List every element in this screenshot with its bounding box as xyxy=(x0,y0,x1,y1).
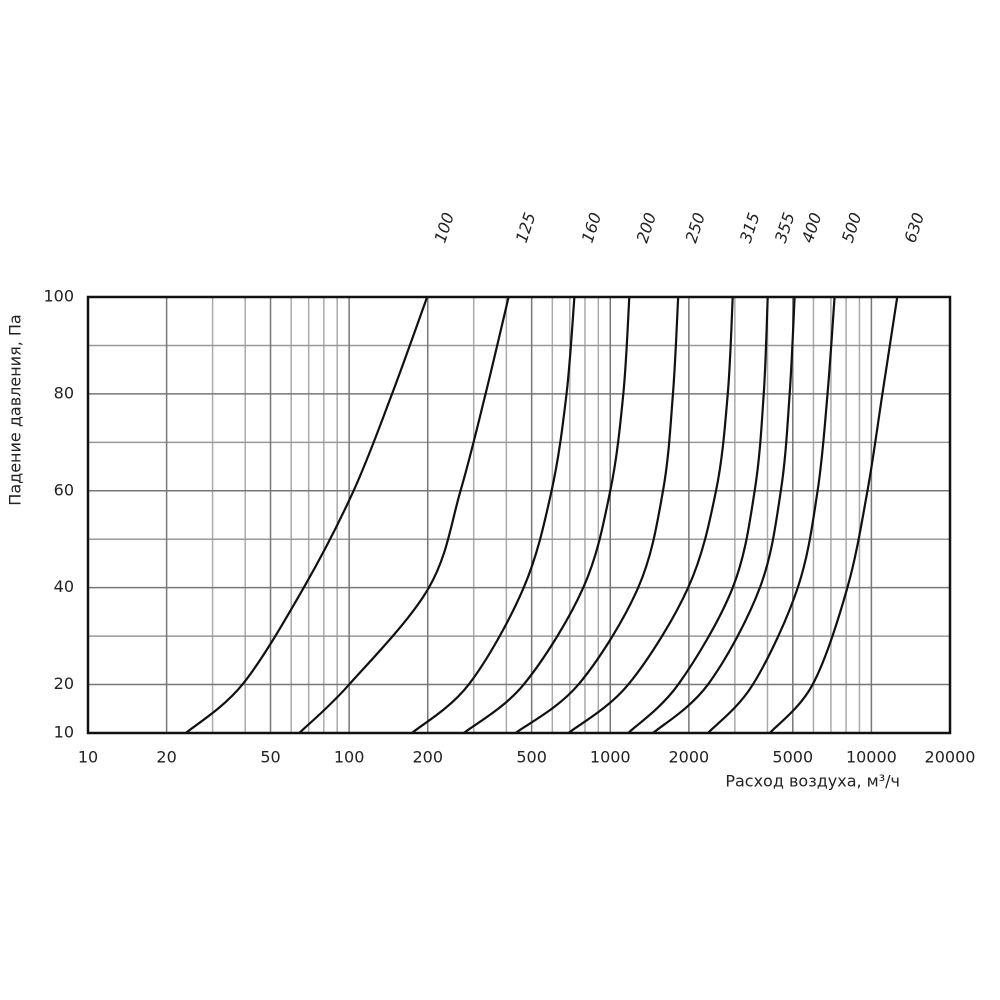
x-axis-label: Расход воздуха, м³/ч xyxy=(725,772,900,791)
curve xyxy=(627,296,769,734)
curve xyxy=(185,296,429,734)
x-tick-label: 20000 xyxy=(925,748,976,767)
series-label: 400 xyxy=(798,210,826,245)
y-tick-label: 100 xyxy=(43,287,74,306)
x-tick-label: 100 xyxy=(334,748,365,767)
series-label: 500 xyxy=(838,210,866,245)
y-tick-label: 80 xyxy=(54,383,74,402)
curve xyxy=(463,296,631,734)
curve xyxy=(298,296,510,734)
y-tick-label: 20 xyxy=(54,674,74,693)
series-label: 125 xyxy=(512,210,540,245)
series-label: 315 xyxy=(736,210,764,245)
x-tick-label: 5000 xyxy=(772,748,813,767)
curve xyxy=(768,296,899,734)
curve xyxy=(411,296,576,734)
curve xyxy=(567,296,734,734)
y-axis-label: Падение давления, Па xyxy=(6,314,25,505)
curve xyxy=(514,296,680,734)
y-tick-label: 40 xyxy=(54,577,74,596)
x-tick-label: 20 xyxy=(156,748,176,767)
series-label: 100 xyxy=(430,210,458,245)
x-tick-label: 2000 xyxy=(669,748,710,767)
x-tick-label: 200 xyxy=(412,748,443,767)
y-tick-label: 10 xyxy=(54,723,74,742)
x-tick-label: 10 xyxy=(78,748,98,767)
y-tick-label: 60 xyxy=(54,480,74,499)
series-label: 250 xyxy=(681,210,709,245)
x-tick-label: 500 xyxy=(516,748,547,767)
series-label: 200 xyxy=(633,210,661,245)
series-label: 630 xyxy=(901,210,929,245)
curve xyxy=(707,296,836,734)
x-tick-label: 10000 xyxy=(846,748,897,767)
series-label: 355 xyxy=(771,210,799,245)
x-tick-label: 50 xyxy=(260,748,280,767)
curve xyxy=(652,296,796,734)
x-tick-label: 1000 xyxy=(590,748,631,767)
plot-frame xyxy=(86,295,952,735)
series-label: 160 xyxy=(578,210,606,245)
